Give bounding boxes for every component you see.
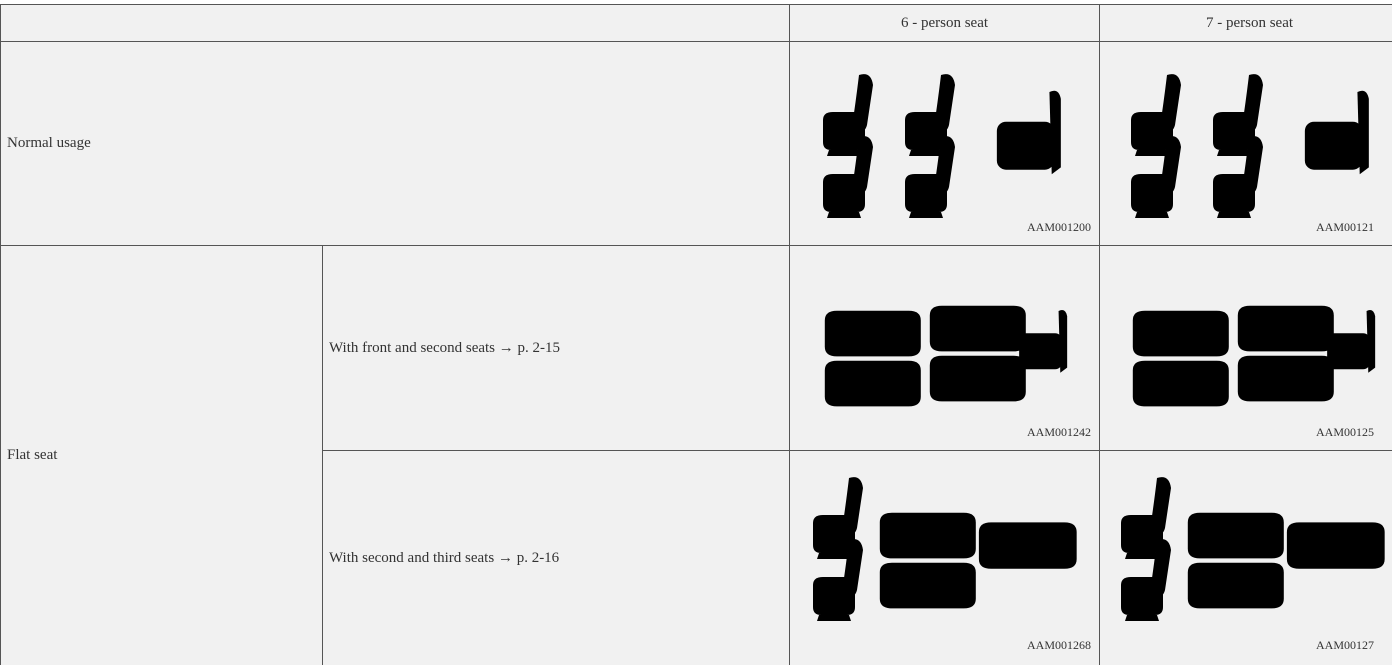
seat-illustration xyxy=(1131,74,1263,218)
seat-illustration xyxy=(1132,305,1376,407)
header-cell: 7 - person seat xyxy=(1099,4,1392,41)
image-code: AAM00125 xyxy=(1316,425,1375,439)
label-text: With second and third seats → p. 2-16 xyxy=(329,549,560,566)
image-cell: AAM001200 xyxy=(789,41,1099,245)
seat-illustration xyxy=(1121,477,1385,621)
image-code: AAM001242 xyxy=(1026,425,1091,439)
image-code: AAM001200 xyxy=(1026,220,1091,234)
row-label: Flat seat xyxy=(0,245,322,665)
image-cell: AAM001268 xyxy=(789,450,1099,665)
image-code: AAM001268 xyxy=(1026,638,1091,652)
header-empty xyxy=(0,4,789,41)
header-cell: 6 - person seat xyxy=(789,4,1099,41)
seat-illustration xyxy=(823,74,955,218)
label-text: Normal usage xyxy=(7,135,91,151)
seat-illustration xyxy=(996,90,1061,175)
label-text: Flat seat xyxy=(7,447,58,463)
image-cell: AAM00127 xyxy=(1099,450,1392,665)
sub-label: With second and third seats → p. 2-16 xyxy=(322,450,789,665)
header-text: 7 - person seat xyxy=(1205,14,1294,31)
image-cell: AAM001242 xyxy=(789,245,1099,450)
seat-illustration xyxy=(1304,90,1369,175)
image-code: AAM00121 xyxy=(1316,220,1375,234)
image-code: AAM00127 xyxy=(1316,638,1375,652)
image-cell: AAM00125 xyxy=(1099,245,1392,450)
seat-illustration xyxy=(813,477,1077,621)
seat-illustration xyxy=(824,305,1068,407)
row-label: Normal usage xyxy=(0,41,789,245)
sub-label: With front and second seats → p. 2-15 xyxy=(322,245,789,450)
header-text: 6 - person seat xyxy=(900,14,989,31)
image-cell: AAM00121 xyxy=(1099,41,1392,245)
label-text: With front and second seats → p. 2-15 xyxy=(329,339,561,356)
